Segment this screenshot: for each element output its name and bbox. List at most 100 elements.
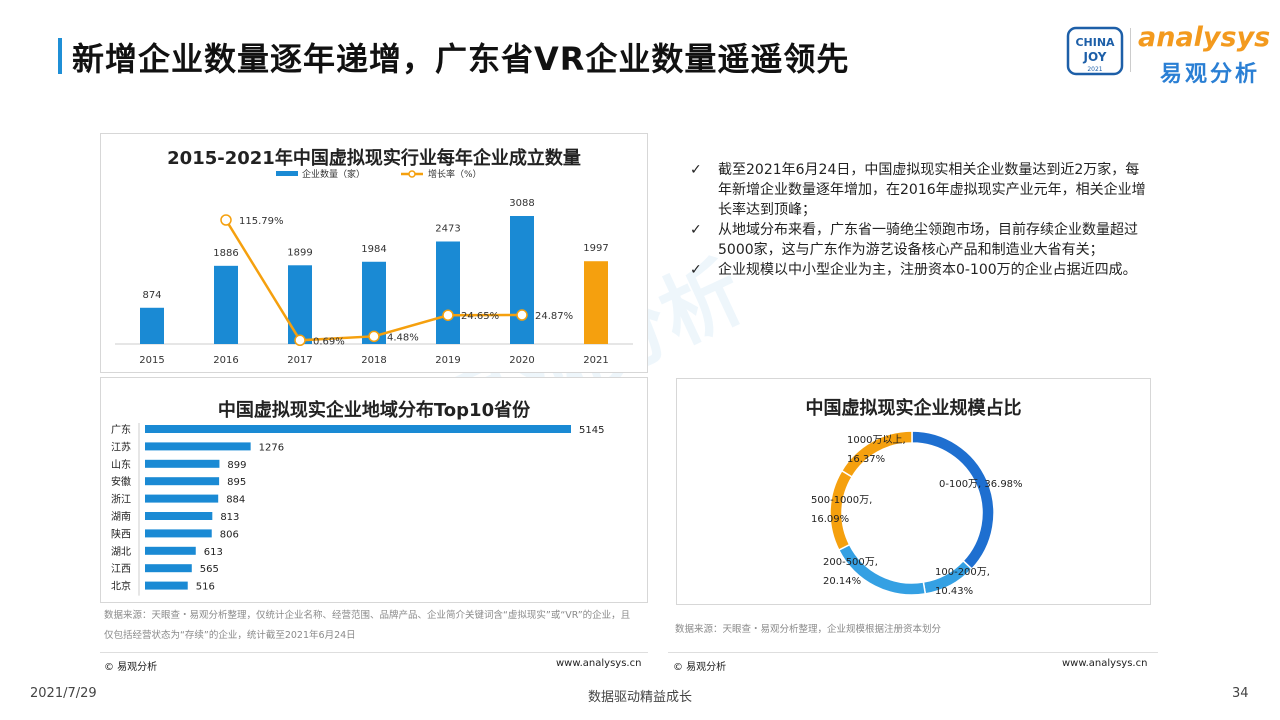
footer-copyright: © 易观分析 xyxy=(673,662,727,673)
finding-text: 截至2021年6月24日，中国虚拟现实相关企业数量达到近2万家，每年新增企业数量… xyxy=(718,162,1146,218)
footer-url[interactable]: www.analysys.cn xyxy=(1062,658,1148,669)
footer-divider xyxy=(100,652,648,653)
slice-label: 20.14% xyxy=(823,576,861,587)
growth-value-label: 4.48% xyxy=(387,332,419,343)
footer-copyright: © 易观分析 xyxy=(104,662,158,673)
finding-item: ✓ 企业规模以中小型企业为主，注册资本0-100万的企业占据近四成。 xyxy=(690,260,1150,280)
bar xyxy=(288,265,312,344)
bar-value-label: 516 xyxy=(196,582,215,593)
bar xyxy=(145,529,212,538)
y-tick-label: 山东 xyxy=(111,458,131,471)
bar-value-label: 806 xyxy=(220,529,239,540)
finding-item: ✓ 从地域分布来看，广东省一骑绝尘领跑市场，目前存续企业数量超过5000家，这与广… xyxy=(690,220,1150,260)
y-tick-label: 江西 xyxy=(111,563,131,575)
slice-label: 100-200万, xyxy=(935,567,990,578)
y-tick-label: 北京 xyxy=(111,580,131,593)
chart-title: 中国虚拟现实企业规模占比 xyxy=(805,398,1022,419)
bar-value-label: 565 xyxy=(200,564,219,575)
x-tick-label: 2019 xyxy=(435,355,460,366)
footer-url[interactable]: www.analysys.cn xyxy=(556,658,642,669)
slice-label: 16.09% xyxy=(811,514,849,525)
data-source-note: 数据来源：天眼查・易观分析整理，企业规模根据注册资本划分 xyxy=(675,624,942,635)
data-source-note: 数据来源：天眼查・易观分析整理，仅统计企业名称、经营范围、品牌产品、企业简介关键… xyxy=(104,610,631,641)
logo-divider xyxy=(1130,28,1131,72)
chart-title: 2015-2021年中国虚拟现实行业每年企业成立数量 xyxy=(167,148,581,169)
donut-slice xyxy=(829,469,854,552)
growth-value-label: 24.87% xyxy=(535,311,573,322)
slice-label: 10.43% xyxy=(935,586,973,597)
y-tick-label: 江苏 xyxy=(111,440,131,453)
title-accent-bar xyxy=(58,38,62,74)
bar-value-label: 2473 xyxy=(435,223,460,234)
bar xyxy=(214,265,238,344)
growth-marker xyxy=(442,309,454,321)
check-icon: ✓ xyxy=(690,162,702,178)
bar xyxy=(145,477,220,486)
province-distribution-panel: 中国虚拟现实企业地域分布Top10省份 广东 5145 江苏 1276 山东 899 安徽 8… xyxy=(100,377,648,603)
x-tick-label: 2018 xyxy=(361,355,386,366)
bar-value-label: 884 xyxy=(226,495,245,506)
legend-label: 企业数量（家） xyxy=(302,168,365,180)
y-tick-label: 陕西 xyxy=(111,527,131,540)
bar xyxy=(145,459,220,468)
bar xyxy=(436,241,460,344)
analysys-logo-cn: 易观分析 xyxy=(1160,62,1261,87)
chinajoy-logo-bottom: JOY xyxy=(1083,50,1107,64)
chinajoy-logo-year: 2021 xyxy=(1087,66,1102,73)
legend-swatch-marker xyxy=(408,170,416,178)
x-tick-label: 2016 xyxy=(213,355,238,366)
bar xyxy=(145,425,571,433)
growth-value-label: 115.79% xyxy=(239,216,284,227)
legend-swatch-bar xyxy=(276,171,298,176)
y-tick-label: 浙江 xyxy=(111,494,131,506)
bar-value-label: 895 xyxy=(227,477,246,488)
y-tick-label: 安徽 xyxy=(111,475,131,488)
growth-value-label: 24.65% xyxy=(461,311,499,322)
annual-companies-chart-panel: 2015-2021年中国虚拟现实行业每年企业成立数量 企业数量（家） 增长率（%）… xyxy=(100,133,648,373)
donut-slice xyxy=(911,430,995,571)
x-tick-label: 2020 xyxy=(509,355,534,366)
bar-value-label: 874 xyxy=(142,290,161,301)
bar xyxy=(140,307,164,344)
bar xyxy=(145,564,192,573)
page-number: 34 xyxy=(1232,686,1249,701)
slice-label: 0-100万, 36.98% xyxy=(939,479,1023,490)
bar xyxy=(584,261,608,344)
bar-value-label: 1276 xyxy=(259,442,284,453)
x-tick-label: 2021 xyxy=(583,355,608,366)
growth-marker xyxy=(294,334,306,347)
check-icon: ✓ xyxy=(690,222,702,238)
slice-label: 1000万以上, xyxy=(847,434,906,446)
bar xyxy=(145,581,188,590)
bar xyxy=(362,261,386,344)
legend-label: 增长率（%） xyxy=(428,168,482,180)
chinajoy-logo: CHINA JOY 2021 xyxy=(1066,26,1124,76)
bar-value-label: 813 xyxy=(220,512,239,523)
page-title: 新增企业数量逐年递增，广东省VR企业数量遥遥领先 xyxy=(72,40,850,78)
annual-companies-chart: 企业数量（家） 增长率（%） 874 2015 1886 2016 1899 2017 1984… xyxy=(115,168,633,366)
bar-value-label: 899 xyxy=(227,460,246,471)
slice-label: 16.37% xyxy=(847,454,885,465)
bar-value-label: 1886 xyxy=(213,248,238,259)
bar xyxy=(510,216,534,344)
company-scale-donut: 0-100万, 36.98% 100-200万, 10.43% 200-500万, 20… xyxy=(811,430,1023,597)
bar-value-label: 3088 xyxy=(509,198,534,209)
donut-slice xyxy=(840,430,913,478)
province-distribution-chart: 广东 5145 江苏 1276 山东 899 安徽 895 浙江 884 湖南 813 陕西 806 湖北 6… xyxy=(111,423,604,596)
bar-value-label: 1899 xyxy=(287,247,312,258)
report-date: 2021/7/29 xyxy=(30,686,97,701)
chart-title: 中国虚拟现实企业地域分布Top10省份 xyxy=(217,400,531,421)
chinajoy-logo-top: CHINA xyxy=(1075,36,1115,49)
key-findings: ✓ 截至2021年6月24日，中国虚拟现实相关企业数量达到近2万家，每年新增企业数… xyxy=(690,160,1150,280)
analysys-logo: analysys xyxy=(1138,22,1271,53)
bar-value-label: 5145 xyxy=(579,425,604,436)
finding-text: 企业规模以中小型企业为主，注册资本0-100万的企业占据近四成。 xyxy=(718,262,1137,278)
y-tick-label: 湖北 xyxy=(111,546,131,558)
bar xyxy=(145,512,213,520)
slice-label: 200-500万, xyxy=(823,557,878,568)
bar xyxy=(145,442,251,451)
x-tick-label: 2017 xyxy=(287,355,312,366)
finding-item: ✓ 截至2021年6月24日，中国虚拟现实相关企业数量达到近2万家，每年新增企业数… xyxy=(690,160,1150,220)
growth-marker xyxy=(220,214,232,226)
finding-text: 从地域分布来看，广东省一骑绝尘领跑市场，目前存续企业数量超过5000家，这与广东… xyxy=(718,222,1138,258)
